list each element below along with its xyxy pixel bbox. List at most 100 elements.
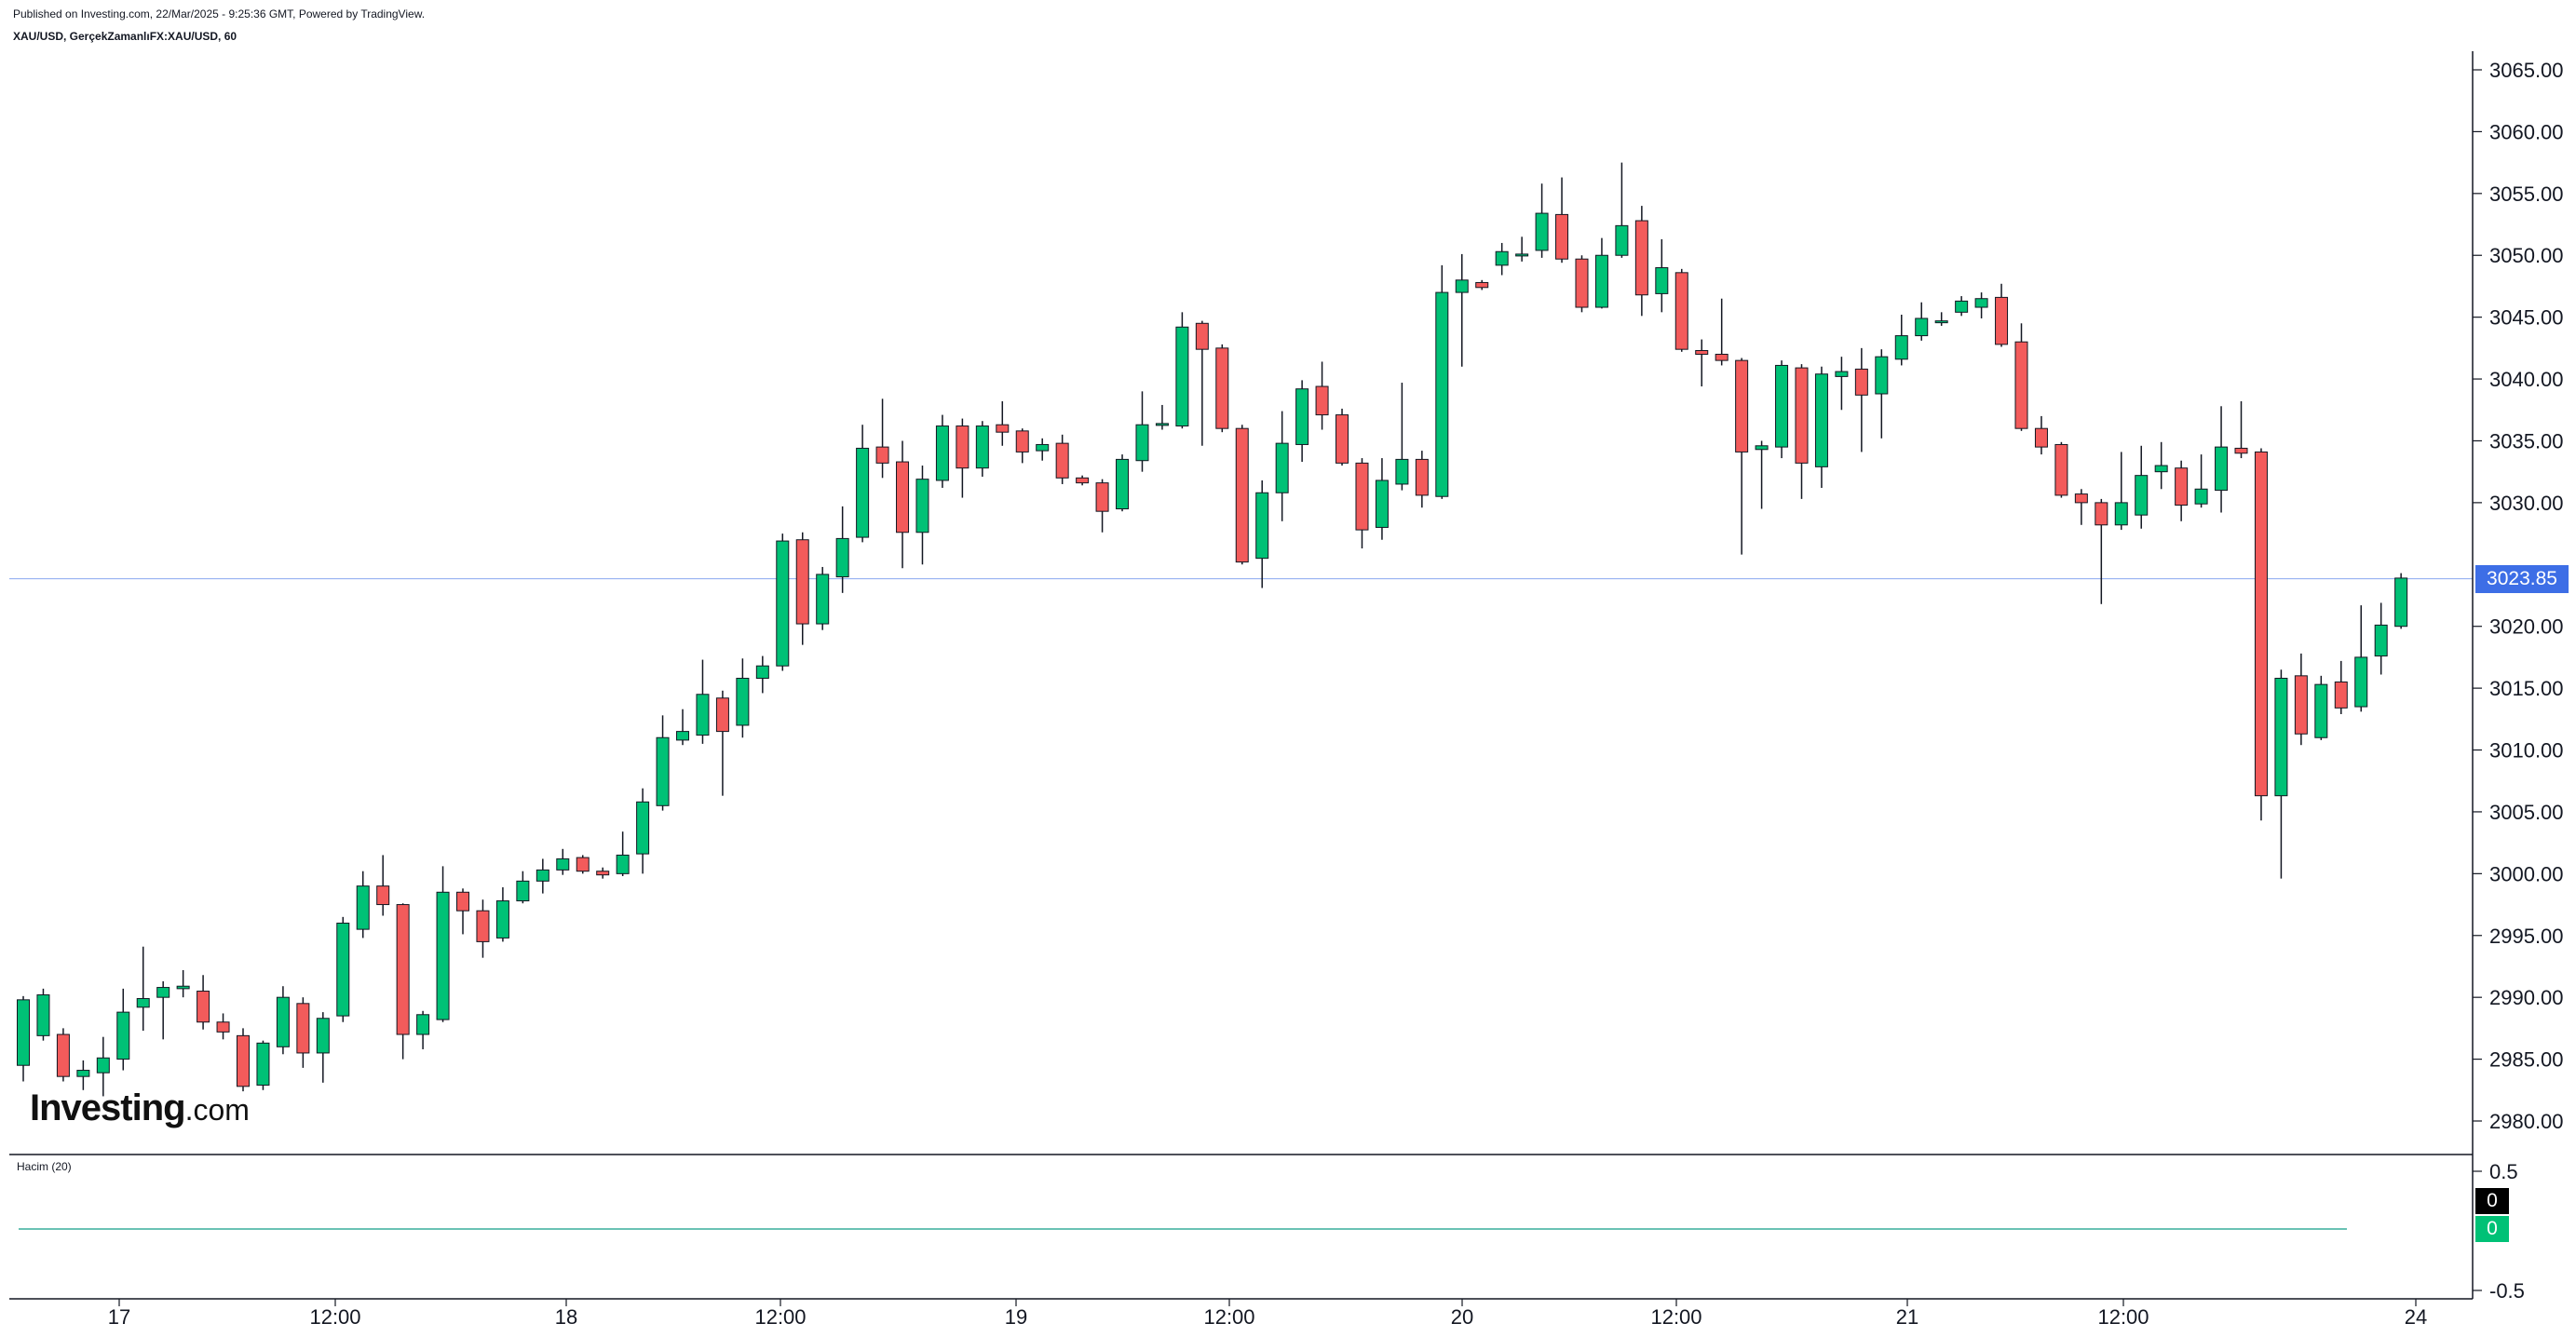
candle	[636, 788, 650, 874]
candle-body-up	[2215, 446, 2229, 492]
candle-body-down	[237, 1034, 251, 1087]
candle-body-down	[576, 857, 590, 872]
candle-body-down	[456, 891, 470, 912]
candle	[1055, 434, 1069, 484]
candle	[996, 400, 1010, 446]
x-tick-label: 12:00	[1203, 1305, 1254, 1329]
candle-body-down	[715, 697, 729, 733]
candle-body-up	[975, 425, 989, 469]
candle-body-up	[776, 540, 790, 667]
candle	[2194, 454, 2208, 508]
candle	[1415, 451, 1429, 508]
y-tick-label: 3000.00	[2489, 862, 2564, 885]
candle-body-up	[2114, 502, 2128, 526]
candle	[1095, 479, 1109, 533]
volume-tag-bottom: 0	[2475, 1216, 2509, 1242]
candle	[576, 855, 590, 874]
candle-body-up	[1375, 479, 1389, 528]
candle	[256, 1040, 270, 1090]
candle	[1116, 454, 1130, 512]
candle	[197, 975, 210, 1030]
candle	[1435, 264, 1449, 499]
candle-body-down	[1695, 350, 1709, 355]
candle	[736, 658, 750, 738]
x-tick-label: 17	[108, 1305, 130, 1329]
symbol-title: XAU/USD, GerçekZamanlıFX:XAU/USD, 60	[13, 30, 237, 43]
candle-body-up	[1915, 317, 1929, 337]
candle	[237, 1028, 251, 1092]
y-tick-label: 3050.00	[2489, 244, 2564, 267]
candle-body-up	[1255, 492, 1269, 560]
candle-body-up	[835, 537, 849, 578]
candle	[2074, 489, 2088, 525]
candle-body-up	[676, 731, 690, 741]
candle	[136, 946, 150, 1032]
candle	[1515, 236, 1529, 262]
candle	[516, 871, 530, 904]
y-tick-label: 2980.00	[2489, 1110, 2564, 1133]
volume-panel: 0.5 -0.5	[19, 1160, 2525, 1303]
candle	[2095, 498, 2108, 604]
x-tick-label: 24	[2405, 1305, 2427, 1329]
candle-body-up	[436, 891, 450, 1020]
candle-body-down	[1995, 296, 2009, 345]
candle-body-down	[1634, 220, 1648, 296]
candle-body-up	[536, 869, 549, 882]
candle-body-down	[216, 1021, 230, 1033]
candle	[1594, 237, 1608, 309]
candle-body-down	[1355, 462, 1369, 531]
candle-body-up	[2154, 465, 2168, 473]
candle-body-down	[1335, 414, 1349, 464]
y-tick-label: 3010.00	[2489, 739, 2564, 763]
x-tick-label: 12:00	[754, 1305, 806, 1329]
candle-body-up	[276, 996, 290, 1047]
candle	[2014, 323, 2028, 431]
candle	[1335, 408, 1349, 466]
candle	[276, 986, 290, 1055]
candle-body-down	[56, 1033, 70, 1077]
candle-body-up	[116, 1011, 130, 1060]
candle	[1974, 292, 1988, 318]
y-tick-label: 3005.00	[2489, 801, 2564, 824]
candle-body-down	[1015, 430, 1029, 452]
candle-body-down	[2294, 675, 2308, 735]
candle	[1535, 183, 1549, 258]
x-tick-label: 12:00	[2097, 1305, 2149, 1329]
candle-body-down	[2254, 451, 2268, 797]
candle	[2334, 660, 2348, 715]
candle	[1395, 383, 1409, 491]
candle	[2215, 406, 2229, 513]
candle-body-up	[1894, 335, 1908, 360]
candles-group	[17, 162, 2408, 1097]
candle	[1495, 242, 1509, 276]
candle	[556, 848, 570, 875]
candle-body-up	[1036, 443, 1050, 452]
candle	[1755, 440, 1769, 509]
candle	[116, 988, 130, 1071]
candle	[1355, 458, 1369, 549]
candle-body-up	[636, 801, 650, 855]
candle-body-up	[1775, 364, 1789, 448]
candle-body-up	[2135, 475, 2149, 516]
candle-body-down	[1735, 359, 1749, 452]
candle-body-up	[656, 736, 670, 806]
y-tick-label: 2985.00	[2489, 1048, 2564, 1072]
candle	[2254, 448, 2268, 821]
candle-body-up	[2394, 577, 2408, 628]
candle	[2314, 675, 2328, 740]
candle	[935, 414, 949, 488]
candle-body-up	[1495, 250, 1509, 266]
x-tick-label: 12:00	[309, 1305, 360, 1329]
candle	[1275, 411, 1289, 521]
candle-body-down	[1235, 427, 1249, 563]
candle	[1735, 358, 1749, 555]
y-tick-label: 3040.00	[2489, 368, 2564, 391]
candle	[776, 533, 790, 671]
time-axis: 17 12:00 18 12:00 19 12:00 20 12:00 21 12:00 24	[9, 1298, 2473, 1329]
y-tick-label: 2990.00	[2489, 986, 2564, 1009]
candle	[495, 886, 509, 942]
candle-body-down	[1195, 322, 1209, 350]
candle-body-up	[356, 885, 370, 930]
candle	[396, 903, 410, 1060]
